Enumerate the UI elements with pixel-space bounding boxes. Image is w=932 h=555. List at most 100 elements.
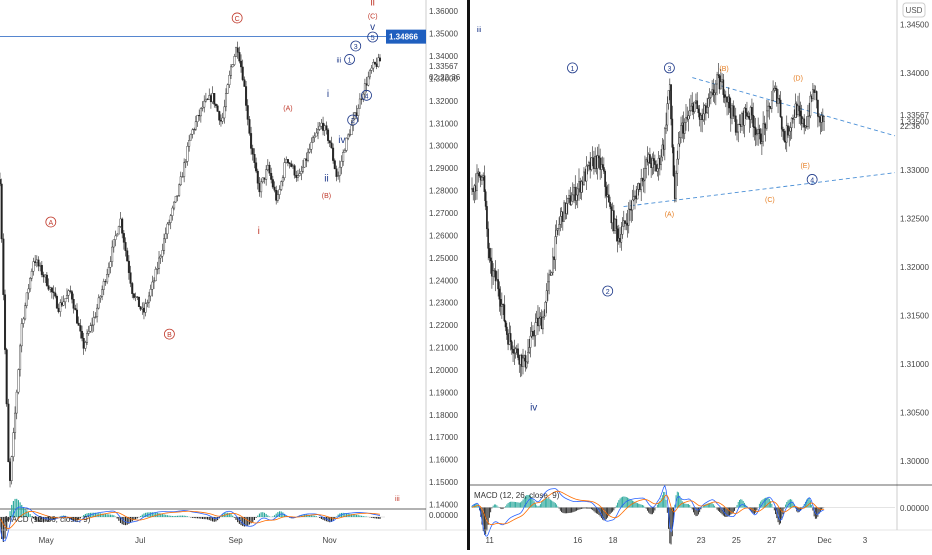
left-candle-body[interactable] — [233, 56, 236, 65]
right-candle-body[interactable] — [736, 131, 738, 133]
left-candle-body[interactable] — [84, 342, 87, 349]
left-candle-body[interactable] — [59, 302, 62, 312]
right-candle-body[interactable] — [504, 320, 507, 328]
right-candle-body[interactable] — [685, 117, 687, 123]
right-candle-body[interactable] — [696, 100, 699, 110]
left-candle-body[interactable] — [323, 125, 326, 131]
right-candle-body[interactable] — [793, 117, 796, 120]
right-candle-body[interactable] — [574, 187, 577, 201]
right-candle-body[interactable] — [717, 74, 720, 76]
right-candle-body[interactable] — [621, 226, 624, 235]
right-candle-body[interactable] — [620, 234, 623, 243]
right-macd-line[interactable] — [471, 484, 825, 537]
left-candle-body[interactable] — [318, 125, 321, 130]
right-candle-body[interactable] — [654, 160, 656, 165]
right-candle-body[interactable] — [818, 116, 820, 118]
left-candle-body[interactable] — [250, 133, 253, 149]
right-candle-body[interactable] — [645, 159, 648, 169]
right-candle-body[interactable] — [576, 188, 579, 196]
right-candle-body[interactable] — [491, 260, 493, 277]
right-candle-body[interactable] — [601, 164, 604, 168]
right-candle-body[interactable] — [481, 177, 483, 181]
right-candle-body[interactable] — [599, 157, 601, 170]
left-candle-body[interactable] — [223, 106, 226, 119]
right-candle-body[interactable] — [544, 302, 547, 317]
left-candle-body[interactable] — [74, 308, 77, 311]
right-candle-body[interactable] — [744, 107, 747, 113]
right-candle-body[interactable] — [509, 333, 512, 342]
left-candle-body[interactable] — [261, 177, 264, 183]
right-candle-body[interactable] — [503, 304, 506, 322]
left-candle-body[interactable] — [256, 170, 259, 184]
left-candle-body[interactable] — [278, 189, 281, 195]
right-candle-body[interactable] — [494, 270, 497, 282]
left-candle-body[interactable] — [147, 295, 150, 303]
left-candle-body[interactable] — [193, 129, 196, 131]
right-candle-body[interactable] — [746, 112, 748, 117]
right-candle-body[interactable] — [670, 84, 672, 120]
left-macd-signal[interactable] — [0, 510, 381, 530]
left-candle-body[interactable] — [310, 142, 313, 150]
left-candle-body[interactable] — [14, 412, 17, 433]
right-candle-body[interactable] — [492, 270, 494, 277]
right-candle-body[interactable] — [513, 352, 516, 354]
left-candle-body[interactable] — [301, 166, 304, 172]
right-candle-body[interactable] — [571, 194, 574, 202]
right-candle-body[interactable] — [487, 228, 490, 249]
left-horizontal-line[interactable]: 1.34866 — [0, 29, 426, 44]
right-candle-body[interactable] — [641, 178, 644, 182]
left-candle-body[interactable] — [44, 274, 47, 278]
right-triangle-lines[interactable] — [623, 77, 896, 208]
right-candle-body[interactable] — [677, 143, 680, 160]
right-candle-body[interactable] — [604, 171, 606, 187]
left-candle-body[interactable] — [137, 296, 140, 307]
right-candle-body[interactable] — [680, 125, 682, 138]
right-macd-label[interactable]: MACD (12, 26, close, 9) — [474, 491, 560, 500]
left-candle-body[interactable] — [335, 168, 338, 177]
left-candle-body[interactable] — [39, 265, 42, 267]
left-candle-body[interactable] — [117, 226, 120, 235]
right-candle-body[interactable] — [789, 127, 792, 132]
left-candle-body[interactable] — [360, 98, 363, 100]
right-candle-body[interactable] — [649, 154, 651, 164]
left-candle-body[interactable] — [55, 296, 58, 309]
left-candle-body[interactable] — [312, 137, 315, 143]
right-candle-body[interactable] — [773, 87, 776, 91]
left-candle-body[interactable] — [131, 283, 134, 294]
left-candle-body[interactable] — [320, 122, 323, 127]
left-candle-body[interactable] — [7, 403, 10, 463]
right-candle-body[interactable] — [570, 201, 573, 205]
right-candle-body[interactable] — [558, 224, 560, 229]
left-candle-body[interactable] — [211, 93, 214, 103]
left-candle-body[interactable] — [358, 98, 361, 109]
right-candle-body[interactable] — [710, 92, 712, 98]
right-candle-body[interactable] — [656, 168, 659, 172]
left-candle-body[interactable] — [97, 297, 100, 309]
left-candle-body[interactable] — [94, 316, 97, 318]
right-candle-body[interactable] — [554, 236, 557, 260]
left-candle-body[interactable] — [32, 261, 35, 272]
left-candle-body[interactable] — [69, 290, 72, 292]
left-candle-body[interactable] — [45, 274, 48, 286]
left-candle-body[interactable] — [124, 242, 127, 251]
right-candle-body[interactable] — [590, 157, 593, 170]
left-candle-body[interactable] — [15, 391, 18, 414]
left-candle-body[interactable] — [290, 163, 293, 167]
left-candle-body[interactable] — [275, 189, 278, 201]
left-candle-body[interactable] — [221, 117, 224, 122]
left-candle-body[interactable] — [174, 195, 177, 203]
right-candle-body[interactable] — [569, 195, 572, 205]
left-candle-body[interactable] — [159, 255, 162, 259]
right-candle-body[interactable] — [737, 123, 740, 133]
right-candle-body[interactable] — [640, 178, 643, 190]
left-candle-body[interactable] — [307, 151, 310, 161]
right-candle-body[interactable] — [636, 189, 639, 200]
left-candle-body[interactable] — [333, 160, 336, 169]
left-candle-body[interactable] — [126, 250, 129, 262]
left-candle-body[interactable] — [112, 239, 115, 248]
right-candle-body[interactable] — [616, 228, 619, 242]
right-candle-body[interactable] — [550, 272, 553, 276]
left-candle-body[interactable] — [206, 98, 209, 100]
right-candle-body[interactable] — [728, 96, 731, 109]
left-candle-body[interactable] — [164, 233, 167, 240]
